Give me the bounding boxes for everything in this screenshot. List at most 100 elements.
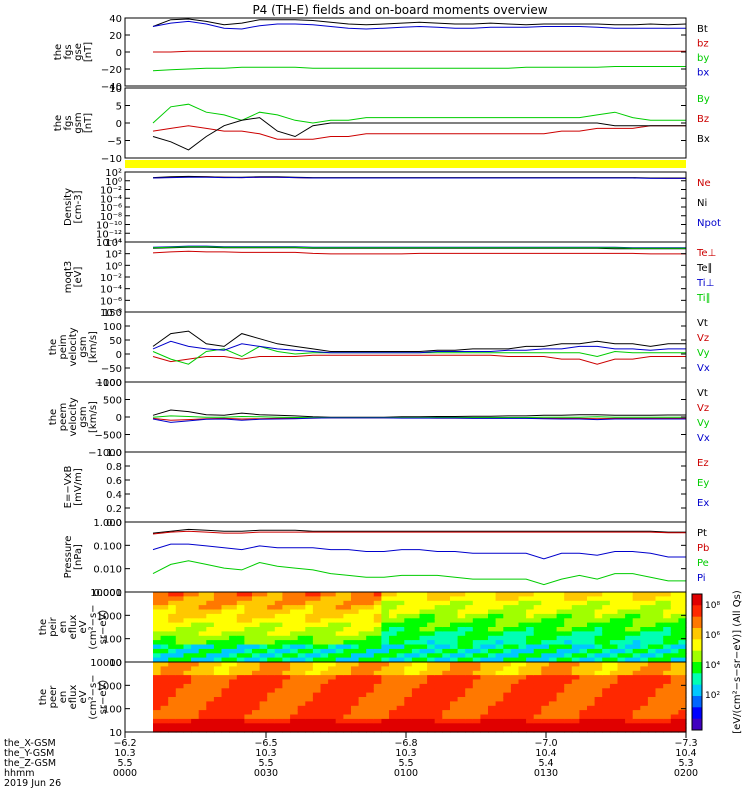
heatmap-cell bbox=[221, 644, 230, 650]
heatmap-cell bbox=[625, 692, 634, 698]
time-value-3-2: 0100 bbox=[394, 768, 418, 779]
heatmap-cell bbox=[678, 701, 687, 707]
heatmap-cell bbox=[381, 644, 390, 650]
ytick-label-8-2: 100 bbox=[103, 635, 122, 646]
heatmap-cell bbox=[503, 644, 512, 650]
heatmap-cell bbox=[548, 635, 558, 641]
heatmap-cell bbox=[183, 644, 192, 650]
heatmap-cell bbox=[556, 705, 565, 711]
heatmap-cell bbox=[442, 622, 451, 628]
heatmap-cell bbox=[640, 653, 649, 659]
heatmap-cell bbox=[594, 600, 603, 606]
heatmap-cell bbox=[632, 627, 641, 632]
heatmap-cell bbox=[488, 609, 497, 615]
heatmap-cell bbox=[267, 618, 276, 624]
heatmap-cell bbox=[503, 622, 512, 628]
heatmap-cell bbox=[244, 683, 253, 689]
heatmap-cell bbox=[457, 640, 466, 646]
heatmap-cell bbox=[678, 727, 687, 733]
heatmap-cell bbox=[396, 596, 405, 602]
heatmap-cell bbox=[381, 675, 390, 681]
heatmap-cell bbox=[160, 600, 169, 606]
heatmap-cell bbox=[632, 683, 641, 689]
heatmap-cell bbox=[404, 592, 413, 597]
heatmap-cell bbox=[373, 596, 382, 602]
heatmap-cell bbox=[442, 613, 451, 619]
heatmap-cell bbox=[647, 596, 657, 602]
heatmap-cell bbox=[564, 727, 573, 733]
heatmap-cell bbox=[450, 596, 459, 602]
heatmap-cell bbox=[175, 718, 184, 724]
ylabel-9-4: eV bbox=[78, 690, 89, 703]
heatmap-cell bbox=[472, 635, 481, 641]
heatmap-cell bbox=[632, 644, 641, 650]
heatmap-cell bbox=[640, 723, 649, 729]
ytick-label-4-1: 100 bbox=[103, 322, 122, 333]
heatmap-cell bbox=[518, 723, 527, 729]
heatmap-cell bbox=[632, 723, 641, 729]
heatmap-cell bbox=[457, 613, 466, 619]
heatmap-cell bbox=[670, 683, 679, 689]
heatmap-cell bbox=[396, 710, 405, 716]
heatmap-cell bbox=[450, 666, 459, 672]
heatmap-cell bbox=[175, 657, 184, 663]
heatmap-cell bbox=[571, 631, 580, 637]
heatmap-cell bbox=[602, 710, 611, 716]
heatmap-cell bbox=[488, 600, 497, 606]
heatmap-cell bbox=[587, 600, 596, 606]
heatmap-cell bbox=[594, 727, 603, 733]
heatmap-cell bbox=[442, 596, 451, 602]
heatmap-cell bbox=[632, 692, 641, 698]
ylabel-7-1: [nPa] bbox=[73, 544, 84, 570]
heatmap-cell bbox=[396, 648, 405, 654]
heatmap-cell bbox=[259, 600, 268, 606]
heatmap-cell bbox=[366, 683, 375, 689]
heatmap-cell bbox=[236, 662, 245, 667]
heatmap-cell bbox=[518, 627, 527, 632]
ytick-label-5-4: −1000 bbox=[88, 448, 122, 459]
heatmap-cell bbox=[183, 714, 192, 720]
heatmap-cell bbox=[617, 653, 626, 659]
heatmap-cell bbox=[312, 596, 322, 602]
heatmap-cell bbox=[274, 609, 283, 615]
heatmap-cell bbox=[206, 657, 215, 663]
heatmap-cell bbox=[617, 657, 626, 663]
heatmap-cell bbox=[290, 605, 299, 611]
heatmap-cell bbox=[548, 692, 558, 698]
heatmap-cell bbox=[609, 679, 619, 685]
heatmap-cell bbox=[427, 683, 436, 689]
heatmap-cell bbox=[465, 609, 474, 615]
heatmap-cell bbox=[609, 670, 619, 676]
heatmap-cell bbox=[526, 697, 535, 702]
heatmap-cell bbox=[259, 596, 268, 602]
heatmap-cell bbox=[328, 662, 337, 667]
heatmap-cell bbox=[442, 688, 451, 694]
heatmap-cell bbox=[587, 701, 596, 707]
heatmap-cell bbox=[419, 718, 428, 724]
heatmap-cell bbox=[183, 662, 192, 667]
heatmap-cell bbox=[411, 701, 421, 707]
heatmap-cell bbox=[450, 622, 459, 628]
heatmap-cell bbox=[282, 714, 291, 720]
heatmap-cell bbox=[571, 662, 580, 667]
heatmap-cell bbox=[655, 631, 664, 637]
heatmap-cell bbox=[244, 640, 253, 646]
heatmap-cell bbox=[259, 618, 268, 624]
heatmap-cell bbox=[366, 648, 375, 654]
heatmap-cell bbox=[221, 666, 230, 672]
heatmap-cell bbox=[655, 670, 664, 676]
heatmap-cell bbox=[290, 640, 299, 646]
heatmap-cell bbox=[548, 679, 558, 685]
heatmap-cell bbox=[587, 653, 596, 659]
heatmap-cell bbox=[244, 679, 253, 685]
heatmap-cell bbox=[229, 714, 238, 720]
heatmap-cell bbox=[282, 644, 291, 650]
heatmap-cell bbox=[328, 622, 337, 628]
heatmap-cell bbox=[411, 635, 421, 641]
heatmap-cell bbox=[168, 609, 177, 615]
heatmap-cell bbox=[366, 644, 375, 650]
heatmap-cell bbox=[640, 675, 649, 681]
heatmap-cell bbox=[556, 640, 565, 646]
heatmap-cell bbox=[213, 692, 223, 698]
heatmap-cell bbox=[533, 662, 542, 667]
